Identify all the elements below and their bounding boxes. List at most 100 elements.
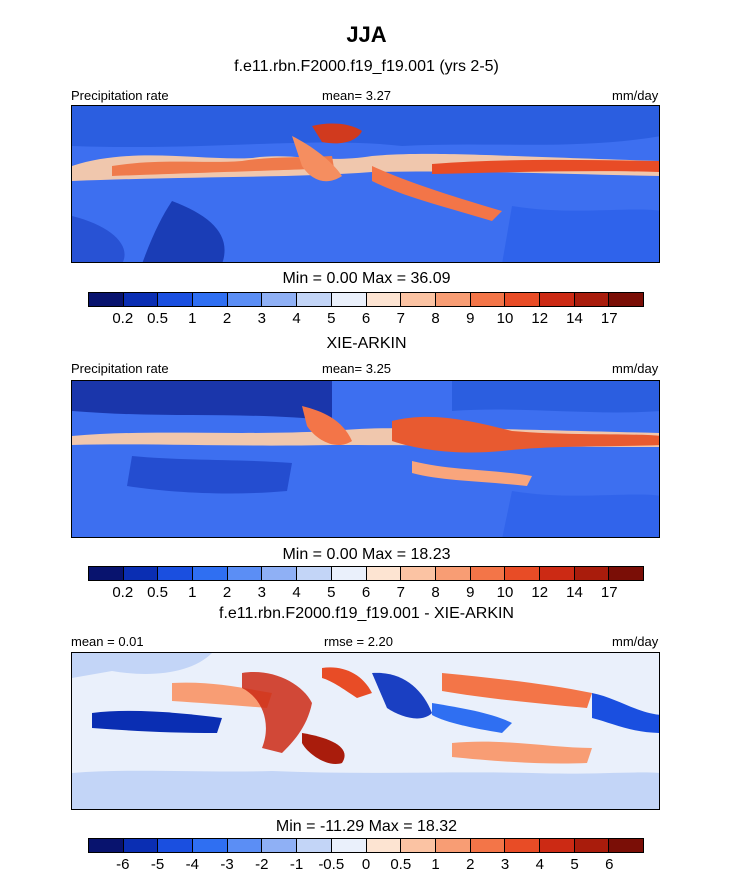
panel-2-colorbar — [88, 566, 644, 581]
colorbar-swatch — [574, 839, 610, 852]
colorbar-tick-label: 8 — [431, 584, 440, 601]
colorbar-tick-label: 0 — [361, 856, 371, 873]
colorbar-tick-label: 6 — [605, 856, 614, 873]
colorbar-tick-label: 10 — [496, 310, 514, 327]
colorbar-swatch — [609, 293, 643, 306]
colorbar-tick-label: 5 — [327, 310, 336, 327]
colorbar-swatch — [193, 567, 228, 580]
colorbar-swatch — [123, 839, 159, 852]
panel-2-field — [72, 381, 659, 537]
colorbar-tick-label: -2 — [255, 856, 269, 873]
colorbar-swatch — [227, 839, 263, 852]
colorbar-swatch — [262, 839, 298, 852]
colorbar-swatch — [435, 839, 471, 852]
panel-3-title: f.e11.rbn.F2000.f19_f19.001 - XIE-ARKIN — [219, 605, 514, 622]
colorbar-swatch — [470, 293, 506, 306]
colorbar-tick-label: 3 — [500, 856, 510, 873]
panel-3-colorbar — [88, 838, 644, 853]
figure-title: JJA — [346, 22, 387, 47]
colorbar-tick-label: 7 — [396, 584, 405, 601]
colorbar-tick-label: -3 — [220, 856, 234, 873]
colorbar-swatch — [262, 567, 298, 580]
colorbar-tick-label: 1 — [431, 856, 440, 873]
colorbar-tick-label: 2 — [222, 584, 232, 601]
colorbar-tick-label: 0.2 — [112, 310, 134, 327]
colorbar-tick-label: 14 — [566, 584, 583, 601]
colorbar-tick-label: 10 — [496, 584, 514, 601]
colorbar-tick-label: 4 — [535, 856, 544, 873]
colorbar-tick-label: 6 — [361, 310, 371, 327]
colorbar-tick-label: 9 — [466, 310, 475, 327]
colorbar-swatch — [539, 839, 575, 852]
colorbar-swatch — [539, 293, 575, 306]
colorbar-swatch — [193, 839, 228, 852]
colorbar-swatch — [470, 567, 506, 580]
panel-1-title: f.e11.rbn.F2000.f19_f19.001 (yrs 2-5) — [234, 58, 499, 75]
colorbar-swatch — [401, 293, 436, 306]
colorbar-tick-label: 12 — [531, 310, 549, 327]
panel-1-units: mm/day — [612, 88, 659, 103]
colorbar-tick-label: 1 — [188, 310, 197, 327]
colorbar-swatch — [609, 839, 643, 852]
colorbar-swatch — [297, 567, 332, 580]
colorbar-swatch — [297, 293, 332, 306]
colorbar-tick-label: 3 — [257, 310, 266, 327]
colorbar-swatch — [539, 567, 575, 580]
colorbar-swatch — [331, 293, 367, 306]
colorbar-swatch — [401, 567, 436, 580]
colorbar-swatch — [89, 567, 124, 580]
panel-2-map — [71, 380, 660, 538]
colorbar-tick-label: 3 — [257, 584, 266, 601]
colorbar-swatch — [89, 839, 124, 852]
colorbar-tick-label: 4 — [292, 310, 301, 327]
colorbar-tick-label: 0.5 — [147, 584, 168, 601]
colorbar-swatch — [609, 567, 643, 580]
colorbar-tick-label: 2 — [466, 856, 475, 873]
colorbar-tick-label: 5 — [570, 856, 579, 873]
colorbar-swatch — [123, 567, 159, 580]
colorbar-swatch — [227, 567, 263, 580]
colorbar-tick-label: -4 — [185, 856, 199, 873]
colorbar-swatch — [227, 293, 263, 306]
colorbar-tick-label: -5 — [150, 856, 165, 873]
colorbar-swatch — [193, 293, 228, 306]
panel-1-minmax: Min = 0.00 Max = 36.09 — [282, 270, 451, 287]
colorbar-swatch — [574, 567, 610, 580]
panel-2-minmax: Min = 0.00 Max = 18.23 — [282, 546, 451, 563]
colorbar-swatch — [505, 293, 540, 306]
panel-2-mean-label: mean= 3.25 — [322, 361, 392, 376]
colorbar-tick-label: 1 — [188, 584, 197, 601]
colorbar-swatch — [366, 839, 402, 852]
colorbar-swatch — [262, 293, 298, 306]
colorbar-tick-label: 2 — [222, 310, 232, 327]
colorbar-swatch — [401, 839, 436, 852]
colorbar-swatch — [297, 839, 332, 852]
colorbar-tick-label: -6 — [116, 856, 130, 873]
colorbar-tick-label: 0.5 — [147, 310, 168, 327]
colorbar-tick-label: 0.5 — [390, 856, 412, 873]
colorbar-tick-label: 12 — [531, 584, 549, 601]
colorbar-swatch — [158, 567, 194, 580]
panel-1-map — [71, 105, 660, 263]
colorbar-tick-label: 17 — [600, 310, 618, 327]
colorbar-tick-label: 6 — [361, 584, 371, 601]
panel-1-left-label: Precipitation rate — [71, 88, 169, 103]
colorbar-swatch — [331, 567, 367, 580]
colorbar-swatch — [470, 839, 506, 852]
panel-3-mean-label: mean = 0.01 — [71, 634, 144, 649]
colorbar-swatch — [435, 293, 471, 306]
colorbar-tick-label: 8 — [431, 310, 440, 327]
colorbar-tick-label: 9 — [466, 584, 475, 601]
colorbar-tick-label: 4 — [292, 584, 301, 601]
panel-1-field — [72, 106, 659, 262]
colorbar-tick-label: 7 — [396, 310, 405, 327]
colorbar-swatch — [435, 567, 471, 580]
colorbar-swatch — [158, 293, 194, 306]
colorbar-swatch — [331, 839, 367, 852]
colorbar-tick-label: -0.5 — [318, 856, 345, 873]
panel-3-rmse-label: rmse = 2.20 — [324, 634, 394, 649]
panel-2-title: XIE-ARKIN — [326, 335, 407, 352]
panel-1-mean-label: mean= 3.27 — [322, 88, 392, 103]
colorbar-tick-label: 17 — [600, 584, 618, 601]
colorbar-swatch — [89, 293, 124, 306]
